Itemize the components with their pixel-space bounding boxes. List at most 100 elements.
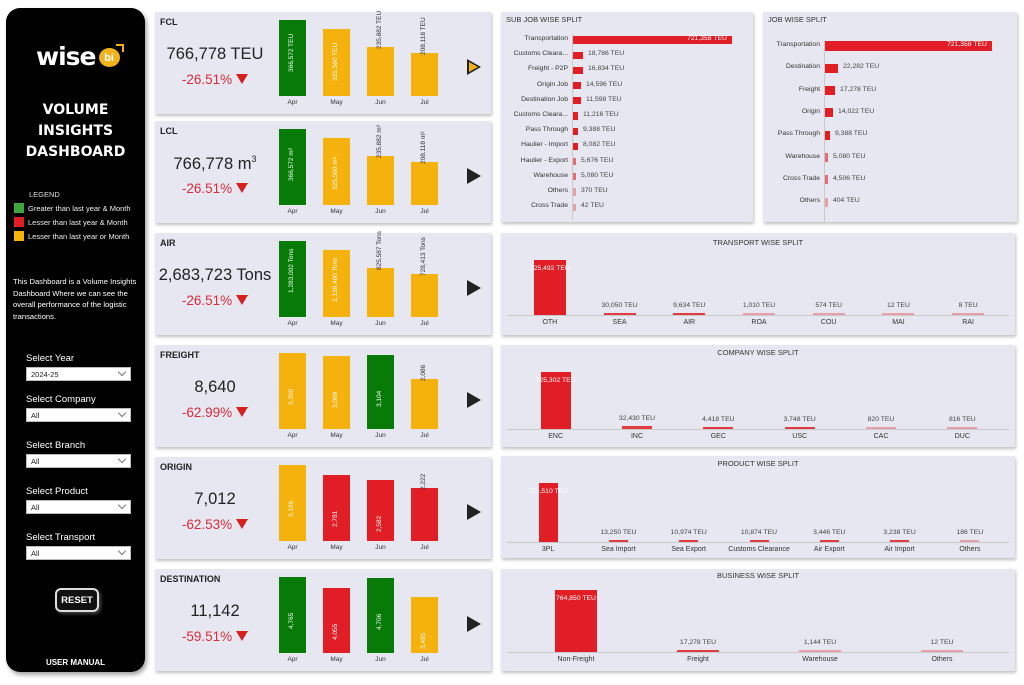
bar[interactable] (573, 97, 581, 105)
bar[interactable] (603, 313, 636, 315)
month-bar-jul[interactable] (411, 488, 438, 541)
bar[interactable] (960, 540, 980, 542)
data-label: 186 TEU (956, 529, 984, 536)
month-bar-jul[interactable] (411, 379, 438, 429)
bar[interactable] (799, 650, 841, 652)
category-label: Others (959, 546, 981, 553)
bar[interactable] (825, 197, 828, 207)
business-wise-split-chart: BUSINESS WISE SPLIT 764,850 TEU Non-Freig… (501, 569, 1015, 671)
bar[interactable] (952, 313, 985, 315)
bar[interactable] (825, 41, 992, 51)
transport-dropdown[interactable]: All (26, 546, 131, 560)
year-dropdown[interactable]: 2024-25 (26, 367, 131, 381)
month-bar-apr[interactable] (279, 20, 306, 96)
month-bar-jul[interactable] (411, 597, 438, 653)
bar[interactable] (573, 82, 581, 90)
category-label: Pass Through (777, 130, 820, 138)
bar[interactable] (555, 590, 597, 652)
bar[interactable] (608, 540, 628, 542)
bar[interactable] (825, 108, 833, 118)
bar[interactable] (622, 426, 652, 429)
month-bar-may[interactable] (323, 588, 350, 653)
triangle-down-icon (236, 74, 249, 84)
month-label: Jul (420, 656, 429, 663)
bar[interactable] (573, 112, 578, 120)
bar[interactable] (866, 427, 896, 429)
play-arrow-icon[interactable] (467, 59, 481, 75)
play-arrow-icon[interactable] (467, 616, 481, 632)
month-bar-jul[interactable] (411, 274, 438, 317)
bar[interactable] (703, 427, 734, 429)
bar[interactable] (890, 540, 910, 542)
bar[interactable] (573, 173, 576, 181)
bar[interactable] (673, 313, 706, 315)
play-arrow-icon[interactable] (467, 168, 481, 184)
month-bar-apr[interactable] (279, 465, 306, 541)
month-bar-apr[interactable] (279, 353, 306, 429)
month-bar-may[interactable] (323, 250, 350, 317)
month-bar-apr[interactable] (279, 577, 306, 653)
user-manual-link[interactable]: USER MANUAL (45, 658, 106, 667)
month-bar-may[interactable] (323, 356, 350, 429)
company-dropdown[interactable]: All (26, 408, 131, 422)
month-bar-jun[interactable] (367, 156, 394, 205)
product-dropdown[interactable]: All (26, 500, 131, 514)
month-bar-may[interactable] (323, 475, 350, 541)
bar[interactable] (540, 372, 571, 429)
bar[interactable] (573, 51, 583, 59)
category-label: Pass Through (525, 126, 568, 134)
kpi-value: 2,683,723 Tons (155, 266, 275, 285)
play-arrow-icon[interactable] (467, 280, 481, 296)
bar[interactable] (538, 483, 558, 542)
bar[interactable] (812, 313, 845, 315)
bar[interactable] (573, 66, 583, 74)
play-arrow-icon[interactable] (467, 392, 481, 408)
bar[interactable] (825, 175, 828, 185)
month-label: May (330, 320, 343, 327)
data-label: 725,302 TEU (535, 377, 576, 384)
bar[interactable] (679, 540, 699, 542)
data-label: 5,080 TEU (581, 171, 614, 179)
bar-value-label: 3,200 (288, 388, 295, 405)
month-bar-jun[interactable] (367, 480, 394, 541)
bar[interactable] (677, 650, 719, 652)
month-bar-jul[interactable] (411, 162, 438, 205)
bar[interactable] (819, 540, 839, 542)
bar-value-label: 325,560 TEU (332, 42, 339, 81)
data-label: 17,278 TEU (679, 639, 717, 646)
bar[interactable] (573, 158, 576, 166)
bar[interactable] (533, 260, 566, 315)
month-bar-jun[interactable] (367, 355, 394, 429)
bar[interactable] (573, 203, 576, 211)
bar[interactable] (921, 650, 963, 652)
legend-item-amber: Lesser than last year or Month (14, 231, 131, 241)
bar[interactable] (784, 427, 815, 429)
play-arrow-icon[interactable] (467, 504, 481, 520)
reset-button[interactable]: RESET (55, 588, 99, 612)
branch-dropdown[interactable]: All (26, 454, 131, 468)
bar[interactable] (825, 63, 838, 73)
bar-value-label: 366,572 TEU (288, 33, 295, 72)
bar[interactable] (825, 86, 835, 96)
bar[interactable] (743, 313, 775, 315)
bar[interactable] (573, 36, 732, 44)
bar[interactable] (573, 188, 576, 196)
month-bar-jun[interactable] (367, 578, 394, 653)
bar[interactable] (749, 540, 769, 542)
bar[interactable] (573, 127, 578, 135)
data-label: 16,834 TEU (588, 65, 625, 73)
bar[interactable] (947, 427, 978, 429)
month-bar-may[interactable] (323, 138, 350, 205)
bar[interactable] (573, 142, 578, 150)
month-bar-jun[interactable] (367, 268, 394, 317)
month-bar-jun[interactable] (367, 47, 394, 96)
month-bar-apr[interactable] (279, 129, 306, 205)
data-label: 721,358 TEU (947, 41, 987, 48)
bar[interactable] (882, 313, 915, 315)
bar[interactable] (825, 130, 830, 140)
month-bar-jul[interactable] (411, 53, 438, 96)
kpi-title: FREIGHT (160, 350, 200, 360)
month-bar-apr[interactable] (279, 241, 306, 317)
bar[interactable] (825, 153, 828, 162)
month-bar-may[interactable] (323, 29, 350, 96)
